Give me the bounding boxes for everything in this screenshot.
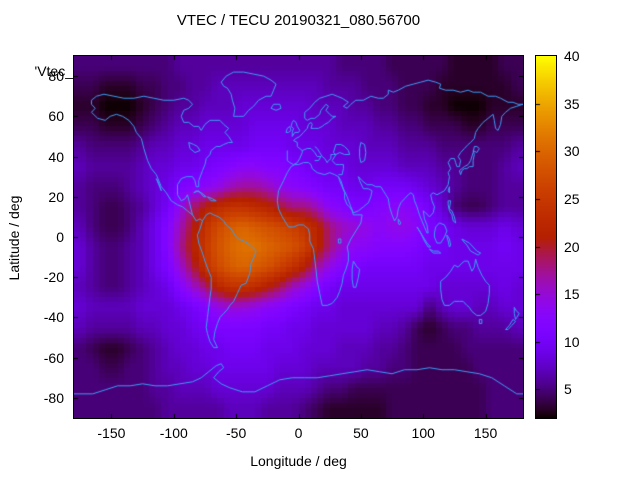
y-tick-label: 60 [48, 108, 64, 125]
colorbar-gradient-canvas [536, 56, 556, 418]
colorbar-tick-label: 15 [564, 286, 580, 303]
colorbar-tick-label: 35 [564, 95, 580, 112]
colorbar-tick-label: 30 [564, 143, 580, 160]
y-tick-label: -40 [43, 309, 64, 326]
chart-title: VTEC / TECU 20190321_080.56700 [176, 12, 421, 29]
tec-heatmap-canvas [74, 56, 523, 418]
y-tick-label: -20 [43, 269, 64, 286]
y-tick-label: 20 [48, 188, 64, 205]
plot-area [73, 55, 524, 419]
x-axis-label: Longitude / deg [250, 453, 347, 469]
colorbar-tick-label: 20 [564, 238, 580, 255]
x-tick-label: -50 [226, 425, 247, 441]
x-tick-label: 150 [473, 425, 498, 441]
y-tick-label: 80 [48, 68, 64, 85]
colorbar-tick-label: 25 [564, 190, 580, 207]
colorbar [535, 55, 557, 419]
colorbar-tick-label: 10 [564, 333, 580, 350]
x-tick-label: -150 [97, 425, 126, 441]
y-tick-label: -80 [43, 389, 64, 406]
colorbar-tick-label: 40 [564, 48, 580, 64]
x-tick-label: 0 [294, 425, 303, 441]
x-tick-label: 50 [353, 425, 369, 441]
y-tick-label: 0 [56, 229, 64, 245]
key-label: 'Vtec_ [34, 63, 73, 79]
colorbar-tick-label: 5 [564, 381, 572, 398]
y-tick-label: 40 [48, 148, 64, 165]
y-tick-label: -60 [43, 349, 64, 366]
x-tick-label: -100 [159, 425, 188, 441]
x-tick-label: 100 [411, 425, 435, 441]
